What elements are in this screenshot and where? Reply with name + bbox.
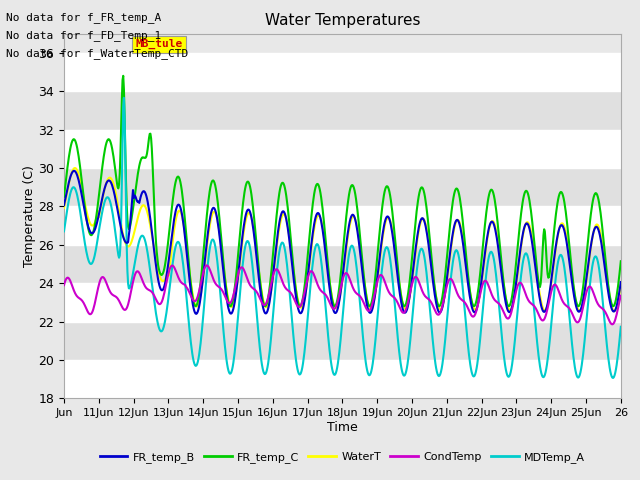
Bar [64,53,621,91]
Bar [64,168,621,206]
Bar [64,130,621,168]
Bar [64,206,621,245]
Text: No data for f_WaterTemp_CTD: No data for f_WaterTemp_CTD [6,48,189,60]
Bar [64,322,621,360]
X-axis label: Time: Time [327,421,358,434]
Y-axis label: Temperature (C): Temperature (C) [22,165,36,267]
Title: Water Temperatures: Water Temperatures [265,13,420,28]
Bar [64,245,621,283]
Legend: FR_temp_B, FR_temp_C, WaterT, CondTemp, MDTemp_A: FR_temp_B, FR_temp_C, WaterT, CondTemp, … [95,448,589,468]
Bar [64,283,621,322]
Bar [64,360,621,398]
Text: No data for f_FR_temp_A: No data for f_FR_temp_A [6,12,162,23]
Text: MB_tule: MB_tule [135,39,182,49]
Text: No data for f_FD_Temp_1: No data for f_FD_Temp_1 [6,30,162,41]
Bar [64,91,621,130]
